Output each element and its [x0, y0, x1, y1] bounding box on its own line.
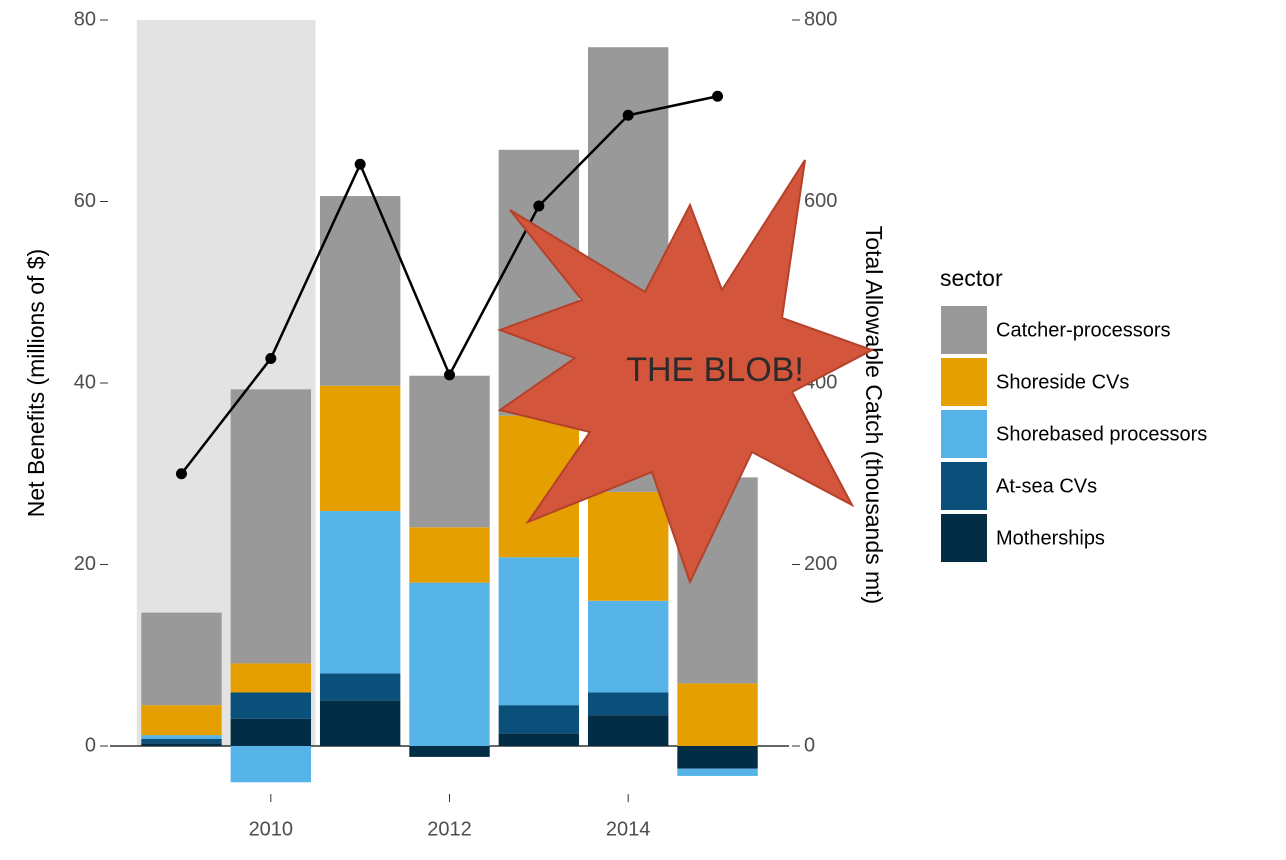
- x-tick-label: 2010: [249, 818, 294, 840]
- legend-key: [940, 409, 988, 459]
- bar-segment: [231, 692, 311, 718]
- bar-segment: [231, 389, 311, 663]
- bar-segment: [409, 746, 489, 757]
- bar-segment: [677, 683, 757, 746]
- tac-point: [623, 110, 634, 121]
- y-axis-title: Net Benefits (millions of $): [23, 249, 49, 517]
- bar-segment: [588, 692, 668, 715]
- bar-segment: [141, 739, 221, 744]
- y-tick-label: 80: [74, 8, 96, 30]
- legend-key: [940, 513, 988, 563]
- tac-point: [712, 91, 723, 102]
- x-tick-label: 2012: [427, 818, 472, 840]
- legend-label: Shorebased processors: [996, 423, 1207, 445]
- bar-segment: [409, 376, 489, 528]
- tac-point: [176, 468, 187, 479]
- bar-segment: [588, 715, 668, 746]
- bar-segment: [409, 583, 489, 746]
- legend-title: sector: [940, 265, 1003, 291]
- legend-key: [940, 461, 988, 511]
- x-tick-label: 2014: [606, 818, 651, 840]
- bar-segment: [141, 743, 221, 746]
- tac-point: [355, 159, 366, 170]
- y-tick-label: 60: [74, 190, 96, 212]
- bar-segment: [231, 663, 311, 692]
- y2-tick-label: 600: [804, 190, 837, 212]
- bar-segment: [320, 673, 400, 700]
- y2-tick-label: 200: [804, 553, 837, 575]
- legend-key: [940, 305, 988, 355]
- y-tick-label: 40: [74, 371, 96, 393]
- bar-segment: [409, 527, 489, 582]
- bar-segment: [231, 746, 311, 782]
- legend-label: At-sea CVs: [996, 475, 1097, 497]
- y2-tick-label: 0: [804, 734, 815, 756]
- blob-label: THE BLOB!: [626, 351, 804, 389]
- y-tick-label: 0: [85, 734, 96, 756]
- bar-segment: [141, 735, 221, 739]
- tac-point: [533, 201, 544, 212]
- bar-segment: [677, 769, 757, 776]
- legend-key: [940, 357, 988, 407]
- bar-segment: [231, 719, 311, 746]
- legend-label: Shoreside CVs: [996, 371, 1129, 393]
- chart: Net Benefits (millions of $) Total Allow…: [0, 0, 1286, 860]
- bar-segment: [141, 613, 221, 706]
- bar-segment: [320, 511, 400, 673]
- bar-segment: [320, 701, 400, 746]
- bar-segment: [588, 492, 668, 601]
- bar-segment: [499, 705, 579, 733]
- tac-point: [444, 369, 455, 380]
- y-tick-label: 20: [74, 553, 96, 575]
- legend-label: Motherships: [996, 527, 1105, 549]
- bar-segment: [588, 601, 668, 693]
- legend-label: Catcher-processors: [996, 319, 1171, 341]
- bar-segment: [499, 733, 579, 746]
- y2-tick-label: 800: [804, 8, 837, 30]
- bar-segment: [320, 386, 400, 511]
- bar-segment: [141, 705, 221, 735]
- tac-point: [265, 353, 276, 364]
- y2-axis-title: Total Allowable Catch (thousands mt): [861, 226, 887, 604]
- bar-segment: [499, 557, 579, 705]
- bar-segment: [677, 746, 757, 769]
